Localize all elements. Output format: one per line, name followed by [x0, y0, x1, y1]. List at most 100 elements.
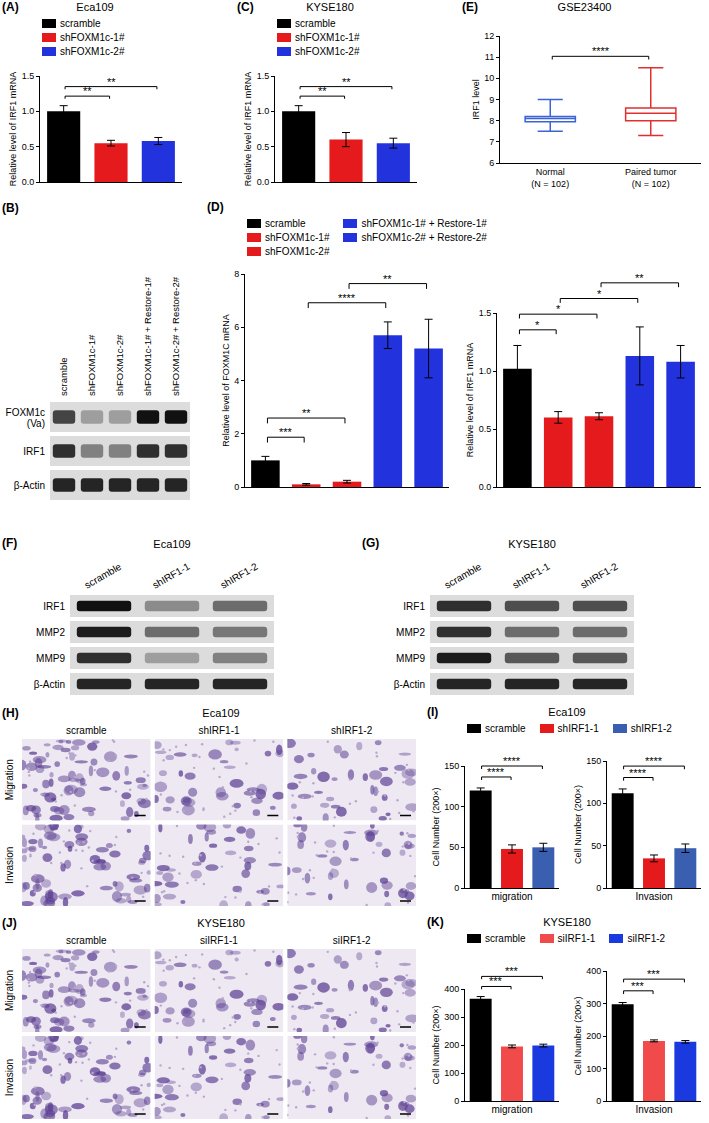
svg-text:1.0: 1.0	[257, 106, 270, 116]
svg-text:β-Actin: β-Actin	[394, 679, 425, 690]
svg-text:9: 9	[489, 95, 494, 105]
svg-text:8: 8	[234, 269, 239, 279]
svg-text:*: *	[597, 288, 602, 300]
svg-text:12: 12	[484, 31, 494, 41]
svg-text:11: 11	[485, 52, 494, 62]
svg-text:KYSE180: KYSE180	[197, 917, 245, 929]
svg-text:0: 0	[234, 482, 239, 492]
svg-text:****: ****	[645, 755, 663, 767]
svg-text:Invasion: Invasion	[4, 847, 15, 884]
svg-text:IRF1: IRF1	[403, 601, 425, 612]
svg-text:Cell Number (200×): Cell Number (200×)	[431, 788, 441, 867]
svg-text:****: ****	[487, 766, 505, 778]
svg-text:shIRF1-2: shIRF1-2	[331, 725, 373, 736]
svg-text:KYSE180: KYSE180	[508, 538, 556, 550]
svg-text:shFOXM1c-2#: shFOXM1c-2#	[114, 334, 125, 396]
svg-text:0.0: 0.0	[22, 177, 35, 187]
svg-text:50: 50	[591, 841, 601, 851]
svg-text:0: 0	[454, 1096, 459, 1106]
svg-text:100: 100	[444, 1068, 459, 1078]
svg-text:8: 8	[489, 116, 494, 126]
svg-text:FOXM1c(Va): FOXM1c(Va)	[6, 407, 45, 429]
svg-text:***: ***	[279, 426, 293, 438]
svg-text:scramble: scramble	[443, 561, 484, 591]
svg-text:Relative level of IRF1 mRNA: Relative level of IRF1 mRNA	[243, 72, 253, 187]
svg-text:MMP2: MMP2	[36, 627, 65, 638]
svg-text:0: 0	[454, 883, 459, 893]
svg-text:7: 7	[489, 137, 494, 147]
svg-text:Relative level of IRF1 mRNA: Relative level of IRF1 mRNA	[465, 343, 475, 458]
svg-text:100: 100	[586, 1064, 601, 1074]
svg-text:shIRF1-2: shIRF1-2	[219, 560, 260, 590]
svg-text:0.5: 0.5	[22, 142, 35, 152]
svg-text:Paired tumor(N = 102): Paired tumor(N = 102)	[625, 167, 677, 189]
svg-text:β-Actin: β-Actin	[14, 480, 45, 491]
svg-text:shFOXM1c-1#: shFOXM1c-1#	[86, 334, 97, 396]
svg-text:6: 6	[234, 322, 239, 332]
svg-text:0.5: 0.5	[257, 142, 270, 152]
svg-text:scramble: scramble	[66, 935, 107, 946]
svg-text:(G): (G)	[362, 536, 379, 550]
svg-text:IRF1: IRF1	[43, 601, 65, 612]
svg-text:**: **	[302, 407, 311, 419]
svg-text:Invasion: Invasion	[635, 1104, 672, 1115]
svg-text:Migration: Migration	[4, 759, 15, 800]
svg-text:β-Actin: β-Actin	[34, 679, 65, 690]
svg-text:Invasion: Invasion	[4, 1059, 15, 1096]
svg-text:shIRF1-1: shIRF1-1	[511, 560, 552, 590]
svg-text:4: 4	[234, 376, 239, 386]
svg-text:**: **	[107, 76, 116, 88]
svg-text:1.0: 1.0	[22, 106, 35, 116]
svg-text:400: 400	[444, 984, 459, 994]
svg-text:0: 0	[596, 1096, 601, 1106]
svg-text:400: 400	[586, 966, 601, 976]
svg-text:MMP9: MMP9	[396, 653, 425, 664]
svg-text:****: ****	[629, 767, 647, 779]
svg-text:0.0: 0.0	[257, 177, 270, 187]
svg-text:100: 100	[444, 802, 459, 812]
svg-text:siIRF1-2: siIRF1-2	[333, 935, 371, 946]
svg-text:Eca109: Eca109	[202, 707, 239, 719]
svg-text:200: 200	[444, 1040, 459, 1050]
svg-text:IRF1: IRF1	[23, 446, 45, 457]
svg-text:**: **	[383, 273, 392, 285]
svg-text:IRF1 level: IRF1 level	[471, 79, 481, 120]
svg-text:scramble: scramble	[66, 725, 107, 736]
svg-text:Relative level of FOXM1C mRNA: Relative level of FOXM1C mRNA	[221, 314, 231, 447]
svg-text:MMP2: MMP2	[396, 627, 425, 638]
svg-text:1.5: 1.5	[479, 308, 492, 318]
svg-text:1.5: 1.5	[257, 71, 270, 81]
svg-text:***: ***	[489, 975, 503, 987]
svg-text:(B): (B)	[2, 201, 19, 215]
svg-text:0.0: 0.0	[479, 482, 492, 492]
svg-text:Relative level of IRF1 mRNA: Relative level of IRF1 mRNA	[8, 72, 18, 187]
svg-text:2: 2	[234, 429, 239, 439]
svg-text:shFOXM1c-1# + Restore-1#: shFOXM1c-1# + Restore-1#	[142, 276, 153, 396]
svg-text:Cell Number (200×): Cell Number (200×)	[573, 997, 583, 1076]
svg-text:shIRF1-1: shIRF1-1	[198, 725, 240, 736]
svg-text:Cell Number (200×): Cell Number (200×)	[431, 1006, 441, 1085]
svg-text:****: ****	[338, 292, 356, 304]
svg-text:300: 300	[586, 999, 601, 1009]
svg-text:*: *	[535, 319, 540, 331]
svg-text:****: ****	[503, 755, 521, 767]
svg-text:Normal(N = 102): Normal(N = 102)	[531, 167, 569, 189]
svg-text:migration: migration	[491, 891, 532, 902]
svg-text:**: **	[342, 76, 351, 88]
svg-text:150: 150	[586, 756, 601, 766]
svg-text:shIRF1-2: shIRF1-2	[579, 560, 620, 590]
svg-text:Eca109: Eca109	[153, 538, 190, 550]
svg-text:150: 150	[444, 761, 459, 771]
svg-text:(F): (F)	[2, 536, 17, 550]
svg-text:***: ***	[647, 968, 661, 980]
svg-text:300: 300	[444, 1012, 459, 1022]
svg-text:1.5: 1.5	[22, 71, 35, 81]
svg-text:(J): (J)	[2, 916, 17, 930]
svg-text:shIRF1-1: shIRF1-1	[151, 560, 192, 590]
svg-text:siIRF1-1: siIRF1-1	[200, 935, 238, 946]
svg-text:Invasion: Invasion	[635, 891, 672, 902]
svg-text:200: 200	[586, 1031, 601, 1041]
svg-text:50: 50	[449, 842, 459, 852]
svg-text:****: ****	[592, 45, 610, 57]
svg-text:shFOXM1c-2# + Restore-2#: shFOXM1c-2# + Restore-2#	[170, 276, 181, 396]
